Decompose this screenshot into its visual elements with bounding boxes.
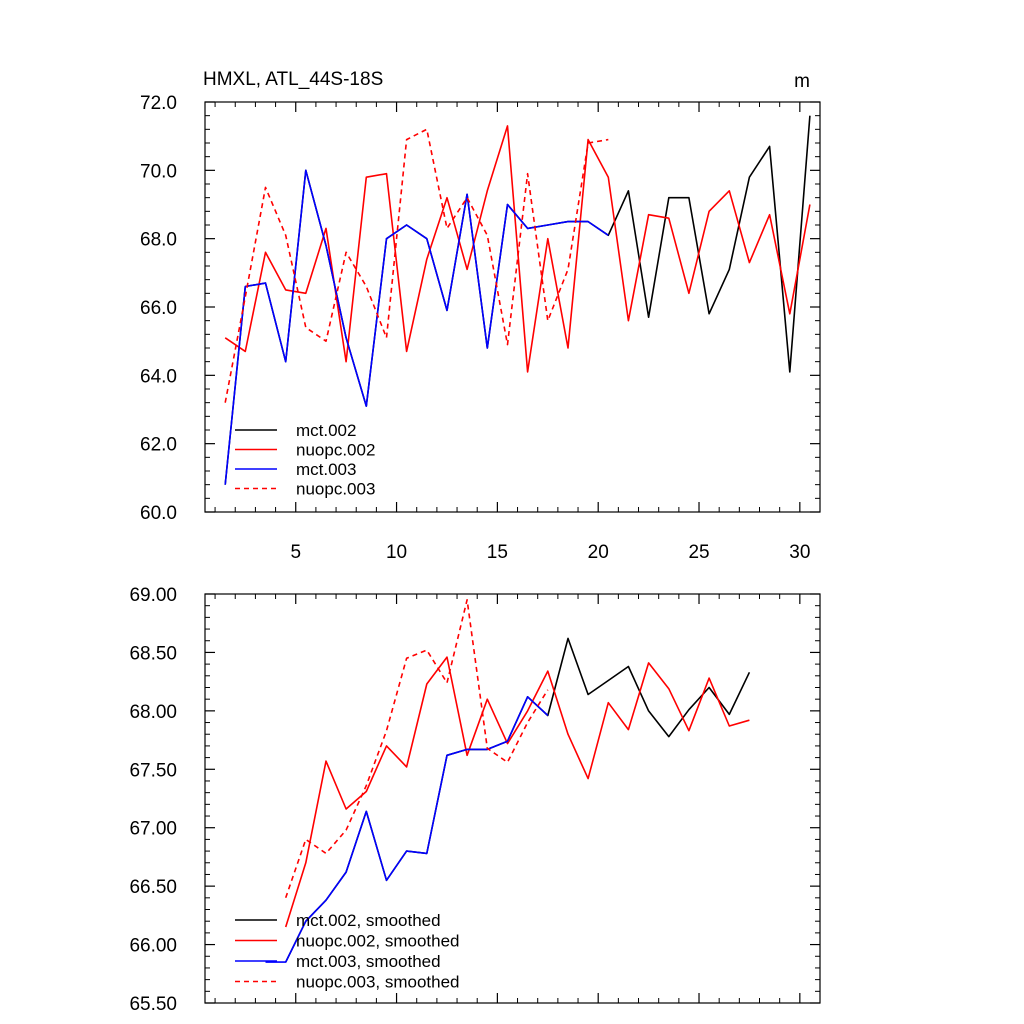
y-tick-label: 64.0 [140, 366, 177, 387]
y-tick-label: 70.0 [140, 161, 177, 182]
y-tick-label: 69.00 [129, 585, 177, 606]
series-line-mct-003 [224, 169, 609, 485]
series-line-mct-003-smoothed [265, 695, 549, 963]
legend-label: nuopc.003, smoothed [296, 973, 460, 992]
y-tick-label: 66.00 [129, 936, 177, 957]
legend-label: mct.002, smoothed [296, 911, 441, 930]
legend-label: nuopc.003 [296, 480, 375, 499]
series-line-nuopc-002-smoothed [284, 656, 750, 928]
y-tick-label: 67.00 [129, 819, 177, 840]
y-tick-label: 66.50 [129, 877, 177, 898]
legend-label: mct.003, smoothed [296, 952, 441, 971]
legend-label: nuopc.002, smoothed [296, 932, 460, 951]
y-tick-label: 60.0 [140, 503, 177, 524]
legend-label: nuopc.002 [296, 441, 375, 460]
x-tick-label: 20 [588, 542, 609, 563]
y-tick-label: 68.0 [140, 230, 177, 251]
x-tick-label: 5 [290, 542, 301, 563]
series-line-nuopc-002 [224, 125, 811, 373]
legend-label: mct.002 [296, 421, 356, 440]
y-tick-label: 65.50 [129, 994, 177, 1015]
series-line-nuopc-003 [224, 128, 609, 403]
x-tick-label: 25 [688, 542, 709, 563]
y-tick-label: 68.50 [129, 643, 177, 664]
series-line-nuopc-003-smoothed [284, 598, 549, 899]
y-tick-label: 62.0 [140, 435, 177, 456]
y-tick-label: 72.0 [140, 93, 177, 114]
chart-title: HMXL, ATL_44S-18S [203, 69, 383, 90]
chart-panel-1: 5 10 15 20 25 30 60.0 62.0 64.0 66.0 68.0 70.0 72.0 H… [140, 69, 821, 563]
plot-frame [204, 593, 821, 1004]
x-tick-label: 10 [386, 542, 407, 563]
legend-label: mct.003 [296, 460, 356, 479]
x-tick-label: 15 [487, 542, 508, 563]
y-tick-label: 66.0 [140, 298, 177, 319]
units-label: m [794, 71, 810, 92]
y-tick-label: 68.00 [129, 702, 177, 723]
x-tick-label: 30 [789, 542, 810, 563]
chart-panel-2: 65.50 66.00 66.50 67.00 67.50 68.00 68.50 69.00… [129, 585, 821, 1015]
y-tick-label: 67.50 [129, 760, 177, 781]
